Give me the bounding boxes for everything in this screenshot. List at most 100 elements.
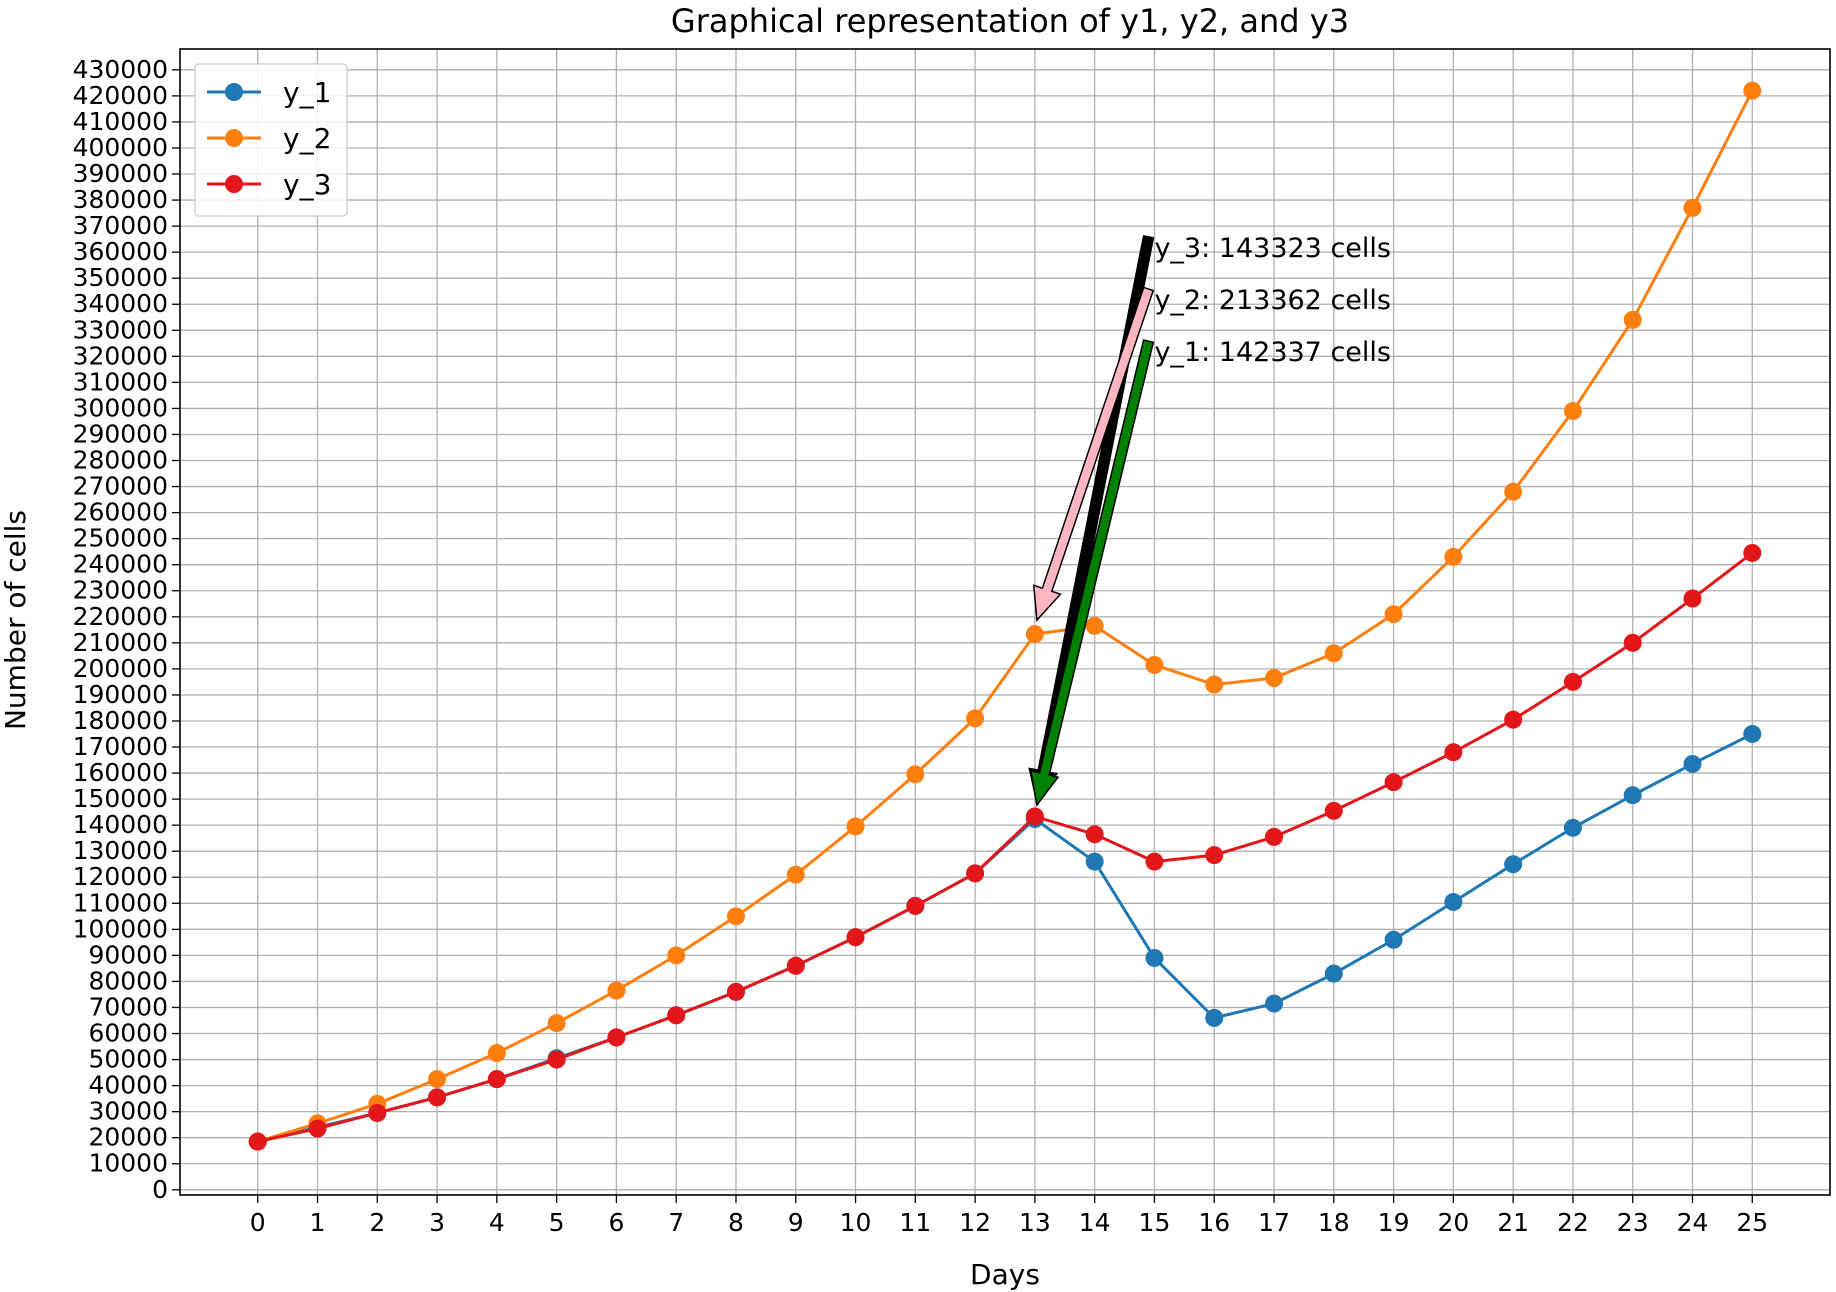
data-point-y_2 [1504,482,1523,501]
x-tick-label: 16 [1198,1208,1230,1237]
series-lines [248,81,1762,1151]
annotation-text-1: y_3: 143323 cells [1154,233,1391,264]
y-tick-label: 390000 [73,159,168,188]
y-tick-label: 380000 [73,185,168,214]
y-tick-label: 160000 [73,758,168,787]
y-tick-label: 260000 [73,498,168,527]
y-tick-label: 430000 [73,55,168,84]
y-tick-label: 420000 [73,81,168,110]
annotation-arrow-3 [1029,339,1155,807]
data-point-y_2 [667,946,686,965]
x-tick-label: 19 [1378,1208,1410,1237]
data-point-y_1 [1324,964,1343,983]
tick-labels: 0 1 2 3 4 5 6 7 8 9 10 11 12 13 14 15 16 17 18 19 20 21 22 23 24… [73,55,1769,1237]
data-point-y_3 [308,1119,327,1138]
y-tick-label: 90000 [88,940,168,969]
annotation-arrow-2 [1032,286,1155,622]
plot-frame [179,48,1831,1196]
x-tick-label: 5 [549,1208,565,1237]
y-tick-label: 280000 [73,446,168,475]
series-line-y_3 [257,551,1754,1144]
data-point-y_1 [1145,948,1164,967]
x-tick-label: 6 [608,1208,624,1237]
y-tick-label: 200000 [73,654,168,683]
data-point-y_3 [1623,633,1642,652]
data-point-y_2 [1563,402,1582,421]
y-tick-label: 190000 [73,680,168,709]
grid [180,49,1830,1195]
legend-label-y_3: y_3 [283,168,331,201]
annotation-text-3: y_1: 142337 cells [1154,337,1391,368]
y-tick-label: 330000 [73,315,168,344]
legend-label-y_1: y_1 [283,76,331,109]
data-point-y_2 [1025,625,1044,644]
data-point-y_3 [248,1132,267,1151]
data-point-y_2 [1205,675,1224,694]
x-tick-label: 8 [728,1208,744,1237]
x-tick-label: 18 [1318,1208,1350,1237]
data-point-y_2 [547,1014,566,1033]
data-point-y_2 [726,907,745,926]
y-tick-label: 400000 [73,133,168,162]
data-point-y_3 [726,982,745,1001]
x-tick-label: 17 [1258,1208,1290,1237]
data-point-y_3 [1085,825,1104,844]
data-point-y_3 [1384,773,1403,792]
y-tick-label: 0 [152,1175,168,1204]
y-tick-label: 140000 [73,810,168,839]
x-tick-label: 21 [1497,1208,1529,1237]
data-point-y_1 [1563,818,1582,837]
x-tick-label: 0 [250,1208,266,1237]
data-point-y_3 [906,896,925,915]
x-tick-label: 14 [1079,1208,1111,1237]
data-point-y_2 [1444,547,1463,566]
data-point-y_3 [428,1088,447,1107]
y-tick-label: 210000 [73,628,168,657]
x-tick-label: 23 [1617,1208,1649,1237]
y-tick-label: 130000 [73,836,168,865]
y-tick-label: 150000 [73,784,168,813]
data-point-y_2 [1324,644,1343,663]
x-tick-label: 2 [369,1208,385,1237]
data-point-y_2 [1743,81,1762,100]
data-point-y_3 [1145,852,1164,871]
x-tick-label: 20 [1437,1208,1469,1237]
data-point-y_2 [1265,668,1284,687]
x-tick-label: 1 [310,1208,326,1237]
data-point-y_2 [786,865,805,884]
data-point-y_3 [1205,846,1224,865]
y-tick-label: 250000 [73,524,168,553]
data-point-y_1 [1265,994,1284,1013]
data-point-y_3 [487,1070,506,1089]
legend-marker-y_2 [225,129,243,147]
y-tick-label: 300000 [73,393,168,422]
data-point-y_3 [368,1103,387,1122]
data-point-y_1 [1205,1008,1224,1027]
data-point-y_1 [1444,892,1463,911]
y-tick-label: 70000 [88,992,168,1021]
y-tick-label: 120000 [73,862,168,891]
data-point-y_1 [1504,855,1523,874]
chart-title: Graphical representation of y1, y2, and … [671,2,1349,40]
x-tick-label: 10 [840,1208,872,1237]
y-tick-label: 270000 [73,472,168,501]
y-tick-label: 170000 [73,732,168,761]
legend-marker-y_1 [225,83,243,101]
data-point-y_2 [487,1044,506,1063]
data-point-y_3 [607,1028,626,1047]
y-tick-label: 290000 [73,419,168,448]
y-tick-label: 240000 [73,550,168,579]
y-tick-label: 110000 [73,888,168,917]
x-tick-label: 3 [429,1208,445,1237]
data-point-y_3 [966,864,985,883]
y-tick-label: 180000 [73,706,168,735]
data-point-y_2 [846,817,865,836]
data-point-y_3 [1504,710,1523,729]
data-point-y_3 [1444,743,1463,762]
y-tick-label: 310000 [73,367,168,396]
x-tick-label: 15 [1139,1208,1171,1237]
data-point-y_2 [428,1070,447,1089]
y-tick-label: 30000 [88,1097,168,1126]
